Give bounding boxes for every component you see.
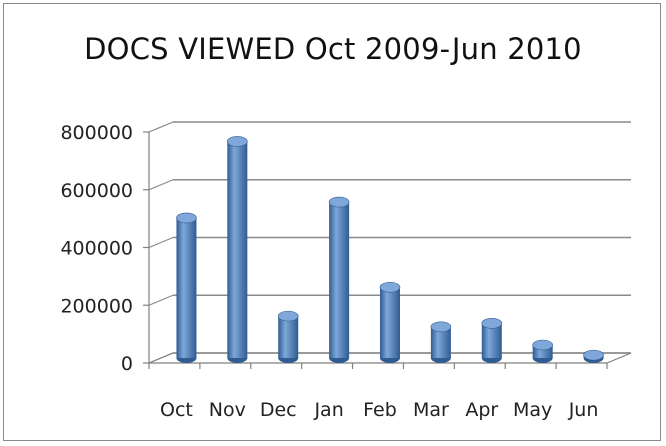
bar-top (583, 349, 604, 361)
y-tick-label: 600000 (60, 180, 133, 202)
y-tick-label: 800000 (60, 122, 133, 144)
x-tick-label: Dec (260, 399, 297, 421)
bar-chart: 0 200000 400000 600000 800000 Oct Nov Dec Jan Fe… (60, 121, 632, 421)
chart-title: DOCS VIEWED Oct 2009-Jun 2010 (84, 32, 582, 66)
gridline-side (148, 236, 174, 249)
x-tick-label: Feb (363, 399, 397, 421)
x-tick-label: May (513, 399, 552, 421)
bar-top (379, 281, 401, 293)
bar-apr (481, 318, 503, 363)
x-tick-label: Jan (313, 399, 343, 421)
x-tick-label: Jun (568, 399, 599, 421)
gridline-side (148, 179, 174, 191)
bar-top (176, 212, 197, 224)
y-tick-label: 200000 (60, 295, 133, 317)
y-tick-labels: 0 200000 400000 600000 800000 (60, 122, 133, 375)
x-tick-label: Apr (465, 399, 498, 421)
bar-body (380, 287, 400, 358)
bars (176, 136, 604, 363)
bar-body (329, 202, 350, 358)
bar-top (532, 339, 553, 351)
y-tick-label: 400000 (60, 238, 133, 260)
bar-oct (176, 212, 197, 363)
bar-body (278, 316, 299, 358)
axes (143, 131, 632, 369)
bar-top (430, 321, 452, 333)
bar-dec (277, 310, 299, 363)
gridline-side (148, 294, 174, 306)
gridline-side (148, 121, 174, 133)
bar-body (227, 141, 248, 358)
bar-may (532, 339, 553, 363)
bar-body (481, 323, 502, 358)
bar-top (277, 310, 299, 322)
bar-mar (430, 321, 452, 363)
x-tick-label: Nov (209, 399, 246, 421)
bar-jan (328, 196, 350, 363)
bar-body (430, 326, 451, 358)
chart-frame: DOCS VIEWED Oct 2009-Jun 2010 0 200000 400… (3, 3, 661, 441)
bar-top (481, 318, 503, 329)
bar-body (176, 217, 197, 358)
x-tick-label: Oct (160, 399, 193, 421)
bar-jun (583, 349, 604, 363)
x-tick-label: Mar (413, 399, 449, 421)
x-tick-labels: Oct Nov Dec Jan Feb Mar Apr May Jun (160, 399, 598, 421)
y-tick-label: 0 (121, 353, 133, 375)
bar-top (227, 136, 248, 147)
bar-nov (227, 136, 248, 363)
bar-feb (379, 281, 401, 363)
bar-top (328, 196, 350, 208)
